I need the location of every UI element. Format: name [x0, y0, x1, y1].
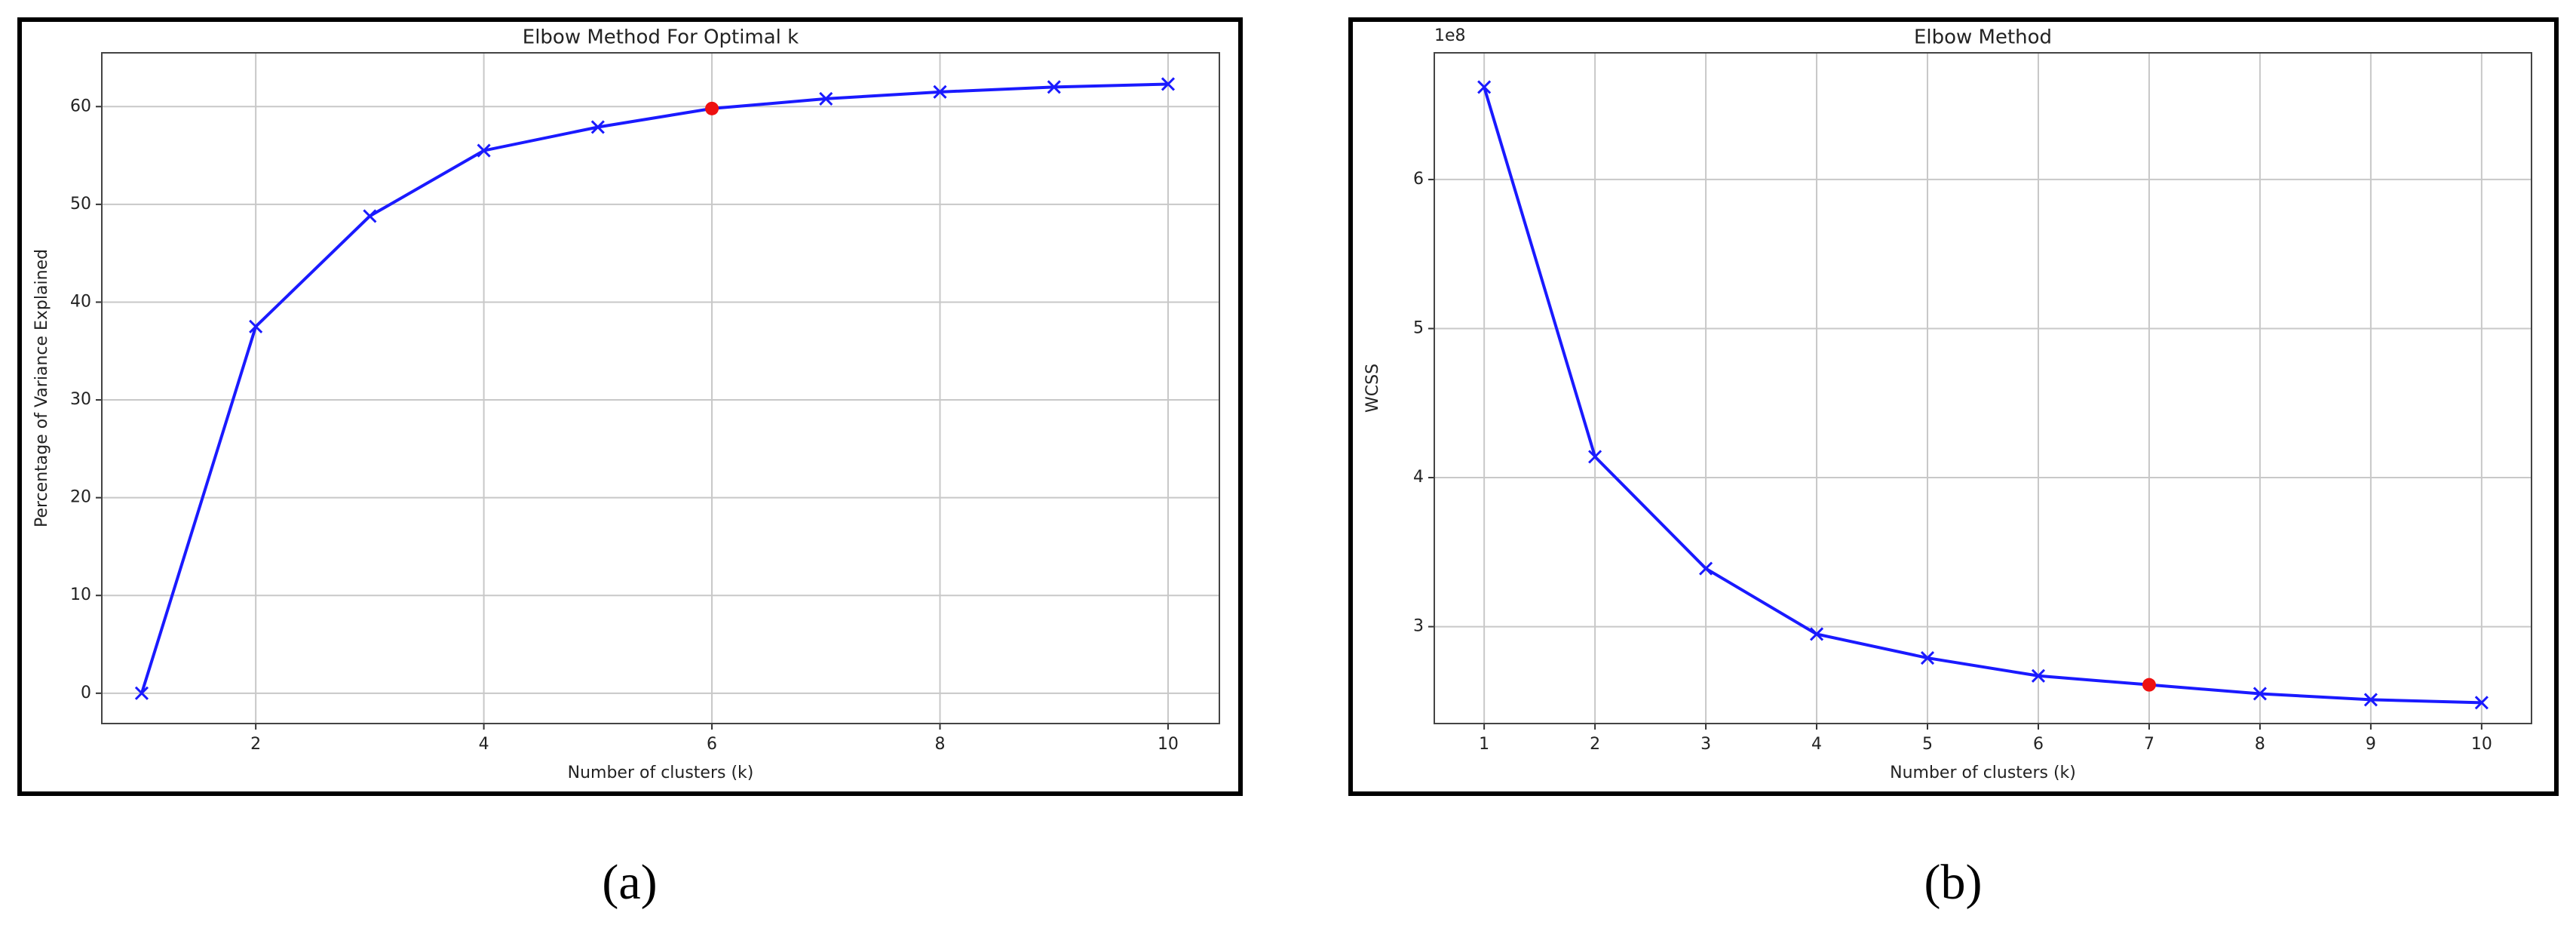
y-tick-label: 40: [70, 292, 91, 311]
plot-area: [1434, 52, 2532, 724]
series-line: [140, 82, 1169, 694]
y-tick-label: 60: [70, 97, 91, 115]
x-marker: [1699, 561, 1713, 576]
x-marker: [477, 143, 491, 158]
y-tick-label: 3: [1413, 617, 1424, 636]
x-tick-label: 6: [2033, 735, 2044, 754]
x-marker: [249, 319, 263, 333]
y-tick-label: 20: [70, 488, 91, 507]
x-axis-label: Number of clusters (k): [568, 764, 754, 782]
panel-frame: [17, 17, 1243, 796]
x-marker: [363, 209, 377, 223]
highlight-marker: [705, 101, 719, 115]
x-marker: [1588, 450, 1602, 464]
caption: (a): [602, 855, 657, 910]
x-tick-label: 8: [2255, 735, 2265, 754]
y-tick-label: 50: [70, 195, 91, 214]
x-marker: [819, 91, 833, 106]
x-tick-label: 9: [2366, 735, 2376, 754]
x-marker: [2031, 668, 2046, 683]
caption: (b): [1924, 855, 1983, 910]
chart-title: Elbow Method For Optimal k: [523, 26, 799, 49]
x-tick-label: 10: [1158, 735, 1179, 754]
y-tick-label: 4: [1413, 468, 1424, 487]
x-tick-label: 7: [2144, 735, 2154, 754]
x-marker: [1477, 80, 1492, 94]
x-tick-label: 5: [1922, 735, 1933, 754]
x-tick-label: 8: [935, 735, 946, 754]
x-marker: [2252, 687, 2267, 701]
x-tick-label: 10: [2471, 735, 2492, 754]
x-tick-label: 3: [1700, 735, 1711, 754]
x-tick-label: 2: [1590, 735, 1600, 754]
x-tick-label: 1: [1479, 735, 1489, 754]
x-marker: [1809, 627, 1824, 641]
offset-text: 1e8: [1434, 26, 1466, 45]
y-axis-label: Percentage of Variance Explained: [32, 249, 51, 527]
series-line: [1483, 86, 2482, 705]
x-marker: [2363, 693, 2378, 707]
panel-frame: [1348, 17, 2559, 796]
y-tick-label: 6: [1413, 170, 1424, 189]
highlight-marker: [2142, 678, 2156, 692]
y-tick-label: 5: [1413, 318, 1424, 337]
x-marker: [590, 120, 605, 134]
chart-title: Elbow Method: [1914, 26, 2052, 49]
x-marker: [134, 686, 149, 700]
y-tick-label: 10: [70, 585, 91, 604]
x-tick-label: 6: [707, 735, 717, 754]
x-tick-label: 4: [1811, 735, 1822, 754]
x-marker: [2474, 696, 2489, 710]
x-marker: [1047, 80, 1061, 94]
x-tick-label: 4: [479, 735, 489, 754]
x-axis-label: Number of clusters (k): [1890, 764, 2076, 782]
y-tick-label: 0: [81, 684, 91, 702]
x-marker: [1920, 651, 1935, 665]
x-marker: [1161, 77, 1176, 91]
y-tick-label: 30: [70, 390, 91, 409]
y-axis-label: WCSS: [1363, 364, 1382, 413]
plot-area: [101, 52, 1220, 724]
x-tick-label: 2: [250, 735, 261, 754]
x-marker: [933, 85, 947, 99]
